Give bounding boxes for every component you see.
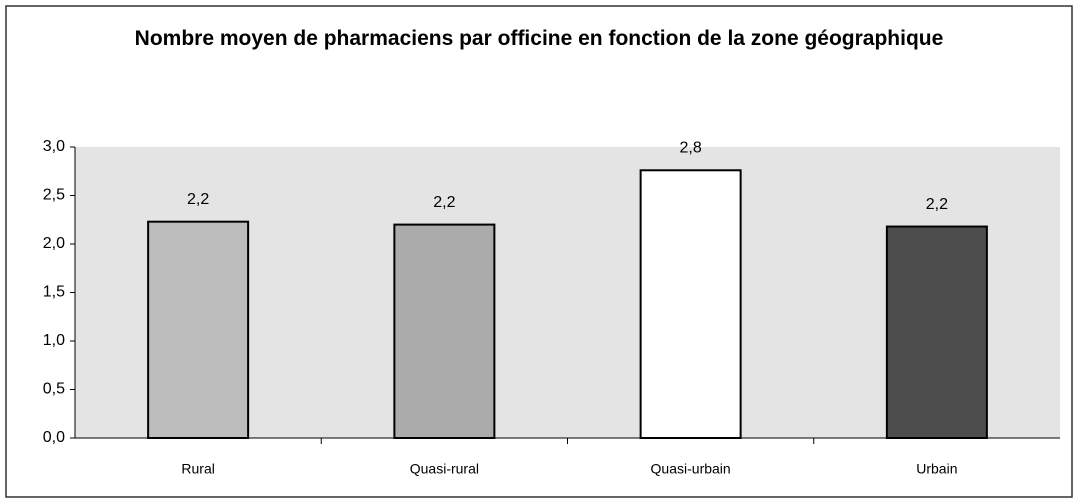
value-label: 2,8 — [680, 139, 702, 156]
x-tick-label: Quasi-rural — [410, 461, 479, 477]
x-tick-label: Quasi-urbain — [651, 461, 731, 477]
value-label: 2,2 — [187, 191, 209, 208]
y-tick-label: 2,0 — [43, 235, 65, 252]
value-label: 2,2 — [926, 196, 948, 213]
y-tick-label: 1,5 — [43, 284, 65, 301]
y-tick-label: 2,5 — [43, 187, 65, 204]
bar — [147, 220, 250, 439]
value-label: 2,2 — [433, 194, 455, 211]
x-tick-label: Urbain — [916, 461, 957, 477]
chart-title: Nombre moyen de pharmaciens par officine… — [134, 27, 944, 50]
bar — [393, 223, 496, 439]
y-tick-label: 0,0 — [43, 429, 65, 446]
bar — [885, 225, 988, 439]
bar — [639, 169, 742, 439]
y-tick-label: 1,0 — [43, 332, 65, 349]
y-tick-label: 0,5 — [43, 381, 65, 398]
x-tick-label: Rural — [181, 461, 214, 477]
y-tick-label: 3,0 — [43, 138, 65, 155]
